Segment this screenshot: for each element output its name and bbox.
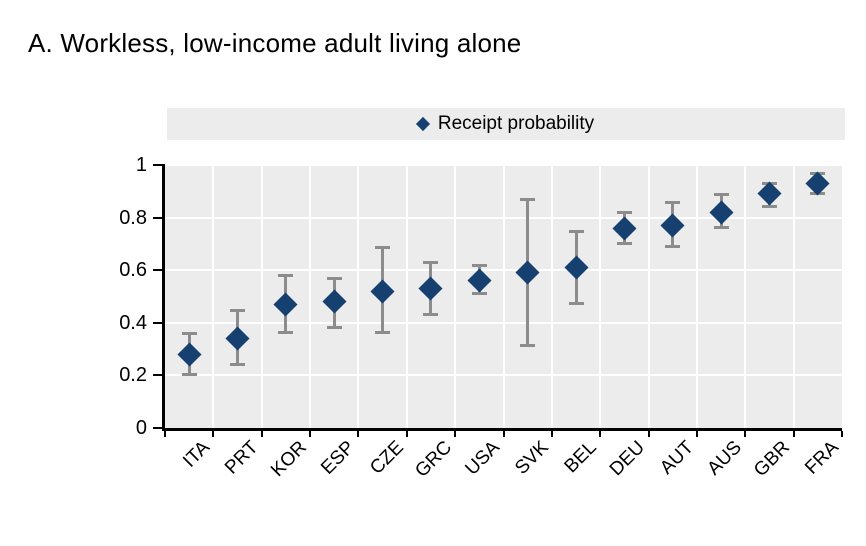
v-gridline <box>405 165 408 428</box>
y-axis-tick <box>153 427 162 429</box>
x-tick-label: KOR <box>266 437 311 481</box>
error-bar-cap-bottom <box>665 244 681 248</box>
error-bar-cap-bottom <box>520 344 536 348</box>
x-axis-tick <box>454 431 457 437</box>
data-point-marker <box>757 181 782 206</box>
error-bar-cap-top <box>278 274 294 278</box>
x-axis-tick <box>164 431 166 437</box>
x-tick-label: GRC <box>411 437 456 482</box>
x-axis-line <box>162 428 842 431</box>
chart-title: A. Workless, low-income adult living alo… <box>28 28 522 58</box>
y-tick-label: 0 <box>135 417 147 439</box>
x-axis-tick <box>792 431 795 437</box>
v-gridline <box>454 165 457 428</box>
error-bar-cap-top <box>568 229 584 233</box>
y-tick-label: 1 <box>135 154 147 176</box>
x-axis-tick <box>744 431 747 437</box>
error-bar-cap-bottom <box>471 291 487 295</box>
error-bar-cap-bottom <box>278 331 294 335</box>
error-bar-cap-bottom <box>230 362 246 366</box>
y-tick-label: 0.2 <box>119 364 147 387</box>
data-point-marker <box>564 255 589 280</box>
v-gridline <box>599 165 602 428</box>
x-axis-tick <box>599 431 602 437</box>
error-bar-cap-top <box>616 211 632 215</box>
v-gridline <box>357 165 360 428</box>
y-tick-label: 0.4 <box>119 311 147 334</box>
x-axis-tick <box>357 431 360 437</box>
v-gridline <box>695 165 698 428</box>
v-gridline <box>744 165 747 428</box>
x-tick-label: CZE <box>365 437 408 479</box>
x-axis-tick <box>502 431 505 437</box>
x-axis-tick <box>550 431 553 437</box>
error-bar-cap-bottom <box>616 241 632 245</box>
v-gridline <box>502 165 505 428</box>
error-bar-cap-top <box>665 200 681 204</box>
error-bar-cap-bottom <box>761 205 777 209</box>
error-bar-cap-bottom <box>423 312 439 316</box>
data-point-marker <box>273 292 298 317</box>
data-point-marker <box>709 200 734 225</box>
y-axis-tick <box>153 321 162 324</box>
error-bar-cap-top <box>230 308 246 312</box>
x-tick-label: ITA <box>179 437 215 472</box>
error-bar-cap-top <box>423 261 439 265</box>
data-point-marker <box>322 289 347 314</box>
v-gridline <box>309 165 312 428</box>
error-bar-cap-top <box>520 198 536 202</box>
legend: Receipt probability <box>167 108 845 140</box>
y-axis-line <box>162 164 165 431</box>
legend-label: Receipt probability <box>437 113 595 134</box>
data-point-marker <box>612 216 637 241</box>
x-tick-label: BEL <box>560 437 601 478</box>
x-axis-tick <box>405 431 408 437</box>
data-point-marker <box>370 279 395 304</box>
y-tick-label: 0.8 <box>119 206 147 229</box>
y-axis-tick <box>153 269 162 272</box>
x-tick-label: PRT <box>220 437 263 479</box>
data-point-marker <box>225 326 250 351</box>
x-tick-label: GBR <box>750 437 795 481</box>
y-axis-tick <box>153 164 162 166</box>
x-axis-tick <box>309 431 312 437</box>
x-axis-tick <box>647 431 650 437</box>
v-gridline <box>647 165 650 428</box>
error-bar-cap-top <box>375 245 391 249</box>
diamond-marker-icon <box>415 116 430 132</box>
data-point-marker <box>515 260 540 285</box>
x-tick-label: ESP <box>317 437 360 479</box>
error-bar-cap-bottom <box>181 373 197 377</box>
x-tick-label: AUT <box>655 437 698 479</box>
data-point-marker <box>467 268 492 293</box>
x-axis-tick <box>212 431 215 437</box>
error-bar-cap-top <box>713 192 729 196</box>
error-bar-cap-bottom <box>568 302 584 306</box>
x-tick-label: SVK <box>510 437 553 479</box>
v-gridline <box>260 165 263 428</box>
x-tick-label: AUS <box>703 437 746 480</box>
x-axis-tick <box>260 431 263 437</box>
plot-area <box>165 165 842 428</box>
data-point-marker <box>418 276 443 301</box>
x-axis-tick <box>695 431 698 437</box>
v-gridline <box>212 165 215 428</box>
error-bar-cap-top <box>181 332 197 336</box>
v-gridline <box>792 165 795 428</box>
y-axis-tick <box>153 216 162 219</box>
x-tick-label: USA <box>461 437 505 480</box>
error-bar-cap-bottom <box>375 331 391 335</box>
x-tick-label: FRA <box>800 437 843 479</box>
y-axis-tick <box>153 374 162 377</box>
error-bar-cap-top <box>326 277 342 281</box>
v-gridline <box>550 165 553 428</box>
y-tick-label: 0.6 <box>119 259 147 282</box>
data-point-marker <box>177 342 202 367</box>
x-tick-label: DEU <box>606 437 650 481</box>
x-axis-tick <box>841 431 843 437</box>
error-bar-cap-bottom <box>326 326 342 330</box>
error-bar-cap-bottom <box>713 226 729 230</box>
error-bar-cap-top <box>471 263 487 267</box>
